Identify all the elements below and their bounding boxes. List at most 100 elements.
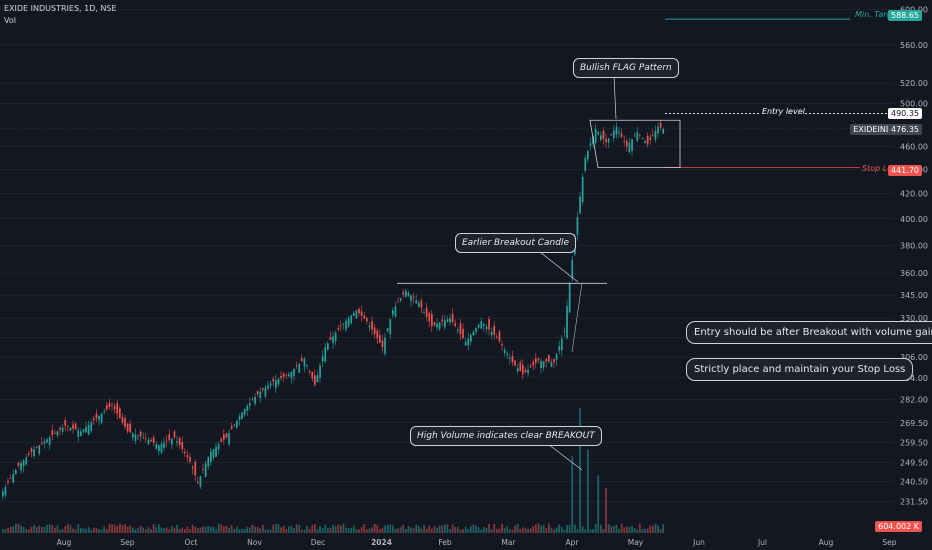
volume-bar <box>438 525 441 533</box>
candle-body <box>441 319 444 322</box>
volume-bar <box>462 529 464 533</box>
candle-body <box>262 388 264 390</box>
volume-bar <box>563 529 566 533</box>
volume-bar <box>327 527 329 533</box>
candle-body <box>25 457 28 465</box>
volume-bar <box>124 524 126 533</box>
volume-bar <box>332 524 334 533</box>
candle-body <box>139 431 142 437</box>
candle-body <box>477 324 480 328</box>
volume-bar <box>41 526 43 533</box>
volume-bar <box>584 529 587 533</box>
x-tick-label: Oct <box>185 538 198 547</box>
volume-bar <box>373 523 376 533</box>
candle-body <box>652 134 654 136</box>
candle-body <box>95 413 98 418</box>
volume-bar <box>64 526 67 533</box>
volume-bar <box>155 527 158 533</box>
volume-bar <box>158 524 160 533</box>
volume-bar <box>457 526 459 533</box>
volume-bar <box>95 528 98 533</box>
candle-body <box>353 312 355 316</box>
candle-body <box>405 290 407 297</box>
volume-bar <box>623 527 626 533</box>
volume-bar <box>636 529 639 533</box>
candle-body <box>181 442 184 450</box>
volume-bar <box>33 524 35 533</box>
volume-bar <box>22 526 25 533</box>
candle-body <box>207 457 210 467</box>
candle-body <box>470 335 472 342</box>
volume-bar <box>119 523 121 533</box>
volume-bar <box>69 525 72 533</box>
candle-body <box>241 412 243 419</box>
volume-bar <box>2 529 4 533</box>
candle-body <box>457 330 459 332</box>
candle-body <box>246 406 249 411</box>
volume-bar <box>397 528 399 533</box>
volume-bar <box>171 526 173 533</box>
volume-bar <box>121 524 124 533</box>
volume-bar <box>519 529 522 533</box>
candle-body <box>657 126 659 134</box>
volume-bar <box>236 526 238 533</box>
volume-bar <box>613 525 615 533</box>
candle-body <box>163 442 165 449</box>
volume-bar <box>189 529 191 533</box>
candle-body <box>290 371 293 379</box>
volume-bar <box>28 529 30 533</box>
candle-body <box>381 340 384 348</box>
candle-body <box>493 325 496 335</box>
volume-bar <box>602 529 605 533</box>
candle-body <box>238 416 241 421</box>
candle-body <box>134 434 137 441</box>
candle-body <box>272 378 275 382</box>
x-tick-label: Jul <box>757 538 767 547</box>
volume-bar <box>490 529 493 533</box>
candle-body <box>20 462 22 471</box>
candle-body <box>553 358 555 363</box>
candle-body <box>308 371 311 372</box>
volume-bar <box>506 526 509 533</box>
candle-body <box>605 138 607 143</box>
candle-body <box>548 355 550 362</box>
volume-bar <box>592 529 594 533</box>
volume-bar <box>321 528 324 533</box>
volume-bar <box>451 524 454 533</box>
candle-body <box>251 399 254 401</box>
candle-body <box>506 353 509 356</box>
candle-body <box>158 445 160 452</box>
x-tick-label: Apr <box>566 538 580 547</box>
x-tick-label: Feb <box>438 538 452 547</box>
candle-body <box>366 318 368 322</box>
candle-body <box>490 331 493 336</box>
volume-bar <box>25 528 28 533</box>
candle-body <box>54 433 56 435</box>
volume-bar <box>371 527 373 533</box>
candle-body <box>90 422 93 431</box>
candle-body <box>597 132 600 135</box>
volume-bar <box>464 526 467 533</box>
candle-body <box>480 321 483 329</box>
candle-body <box>15 469 17 475</box>
y-tick-label: 249.50 <box>900 459 928 468</box>
volume-bar <box>659 529 662 533</box>
volume-bar <box>600 524 602 533</box>
y-tick-label: 231.50 <box>900 497 928 506</box>
y-tick-label: 460.00 <box>900 143 928 152</box>
volume-bar <box>251 524 254 533</box>
candle-body <box>420 300 423 308</box>
candle-body <box>607 138 610 143</box>
candle-body <box>392 310 394 315</box>
candle-body <box>191 467 194 469</box>
volume-bar <box>649 525 652 533</box>
volume-bar <box>550 527 553 533</box>
candle-body <box>35 446 38 448</box>
candle-body <box>33 449 35 457</box>
candle-body <box>410 295 412 301</box>
volume-bar <box>594 523 597 533</box>
volume-bar <box>633 528 636 533</box>
volume-bar <box>399 527 402 533</box>
volume-bar <box>90 529 93 533</box>
